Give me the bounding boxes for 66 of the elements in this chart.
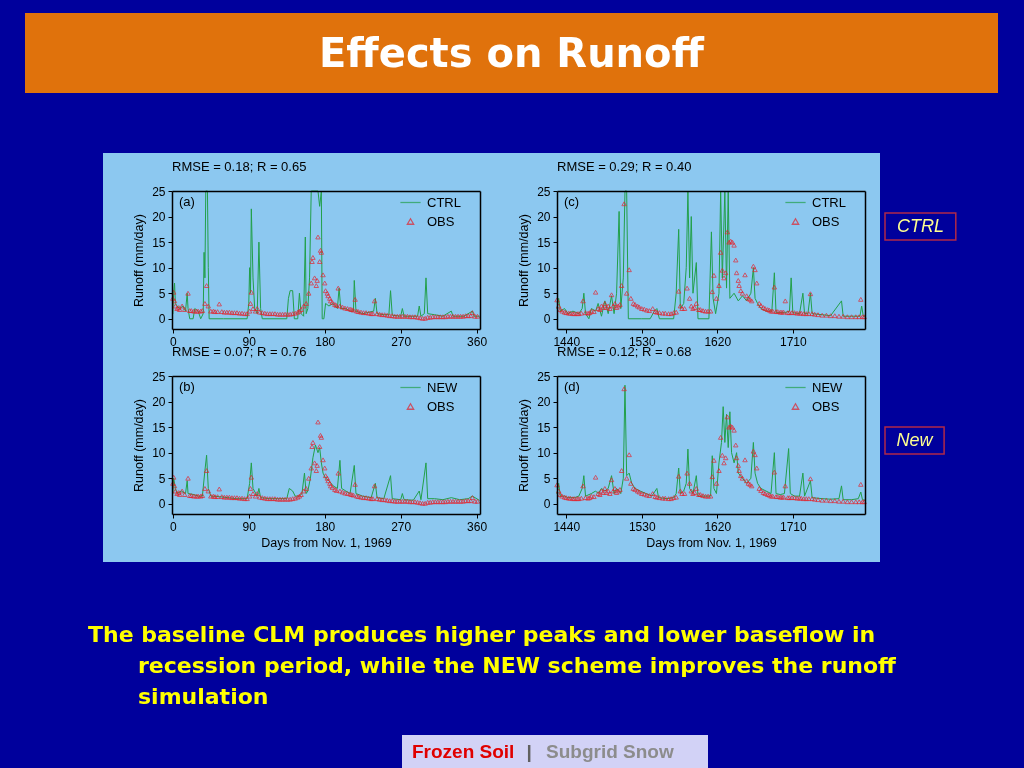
y-tick-label: 10 — [152, 261, 166, 276]
x-tick-label: 270 — [391, 519, 412, 534]
x-tick-label: 270 — [391, 334, 412, 349]
legend-label: OBS — [812, 213, 840, 229]
y-tick-label: 25 — [152, 184, 166, 199]
y-tick-label: 25 — [537, 369, 551, 384]
legend-label: NEW — [812, 379, 844, 395]
y-tick-label: 0 — [158, 497, 166, 512]
chart-title: RMSE = 0.18; R = 0.65 — [172, 159, 307, 174]
text: Subgrid Snow — [546, 741, 674, 762]
x-tick-label: 1530 — [628, 519, 656, 534]
y-tick-label: 0 — [543, 312, 551, 327]
y-tick-label: 20 — [152, 395, 166, 410]
y-tick-label: 5 — [543, 286, 551, 301]
text: | — [526, 741, 532, 762]
annotation: (a) — [179, 194, 195, 209]
y-tick-label: 10 — [152, 446, 166, 461]
text: The baseline CLM produces higher peaks and lower baseflow in recession period, while the NEW scheme improves the runoff simulation — [88, 622, 898, 709]
y-axis-title: Runoff (mm/day) — [517, 399, 532, 492]
chart-title: RMSE = 0.07; R = 0.76 — [172, 344, 307, 359]
text: New — [896, 430, 934, 450]
y-tick-label: 5 — [543, 471, 551, 486]
x-tick-label: 180 — [315, 519, 336, 534]
x-tick-label: 360 — [467, 334, 488, 349]
y-tick-label: 15 — [152, 420, 166, 435]
annotation: (b) — [179, 379, 195, 394]
y-tick-label: 5 — [158, 471, 166, 486]
x-tick-label: 360 — [467, 519, 488, 534]
x-axis-title: Days from Nov. 1, 1969 — [261, 535, 392, 550]
y-tick-label: 25 — [537, 184, 551, 199]
y-tick-label: 25 — [152, 369, 166, 384]
legend-label: OBS — [427, 398, 455, 414]
legend-label: OBS — [427, 213, 455, 229]
legend-label: CTRL — [812, 194, 846, 210]
y-tick-label: 0 — [543, 497, 551, 512]
annotation: (d) — [564, 379, 580, 394]
legend-label: OBS — [812, 398, 840, 414]
y-tick-label: 15 — [152, 235, 166, 250]
x-axis-title: Days from Nov. 1, 1969 — [646, 535, 777, 550]
text: Frozen Soil — [412, 741, 515, 762]
legend-label: NEW — [427, 379, 459, 395]
y-tick-label: 10 — [537, 446, 551, 461]
y-tick-label: 5 — [158, 286, 166, 301]
y-axis-title: Runoff (mm/day) — [132, 399, 147, 492]
x-tick-label: 180 — [315, 334, 336, 349]
y-axis-title: Runoff (mm/day) — [132, 214, 147, 307]
y-tick-label: 20 — [152, 210, 166, 225]
x-tick-label: 1620 — [704, 334, 732, 349]
legend-label: CTRL — [427, 194, 461, 210]
y-tick-label: 15 — [537, 420, 551, 435]
annotation: (c) — [564, 194, 580, 209]
chart-title: RMSE = 0.29; R = 0.40 — [557, 159, 692, 174]
x-tick-label: 90 — [242, 519, 257, 534]
x-tick-label: 1620 — [704, 519, 732, 534]
text: Effects on Runoff — [319, 30, 705, 76]
y-axis-title: Runoff (mm/day) — [517, 214, 532, 307]
y-tick-label: 20 — [537, 395, 551, 410]
text: CTRL — [896, 216, 944, 236]
y-tick-label: 15 — [537, 235, 551, 250]
x-tick-label: 1710 — [779, 334, 807, 349]
y-tick-label: 0 — [158, 312, 166, 327]
y-tick-label: 20 — [537, 210, 551, 225]
y-tick-label: 10 — [537, 261, 551, 276]
x-tick-label: 1710 — [779, 519, 807, 534]
x-tick-label: 0 — [170, 519, 177, 534]
x-tick-label: 1440 — [553, 519, 581, 534]
